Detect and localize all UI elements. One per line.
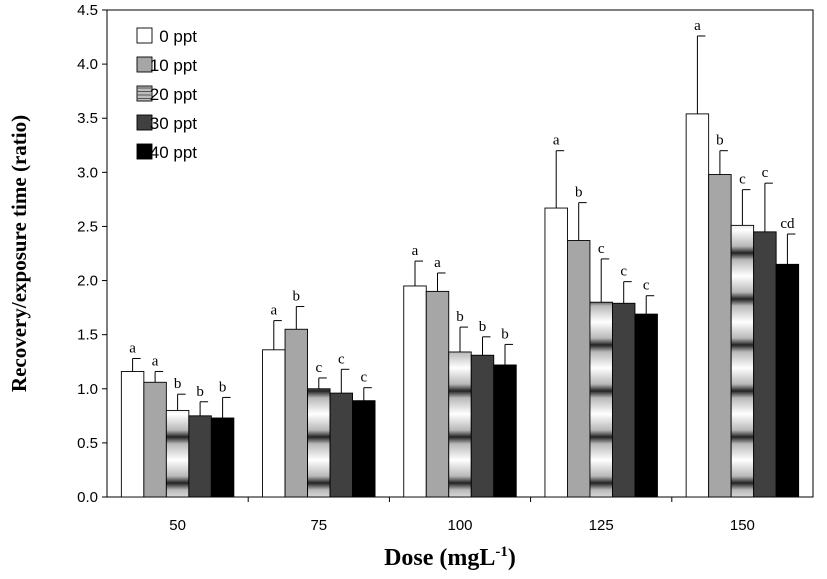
bar: [470, 354, 495, 498]
bar: [775, 263, 800, 498]
y-tick-label: 1.5: [77, 327, 98, 344]
legend-swatch: [136, 114, 153, 131]
x-tick-label: 50: [169, 517, 186, 534]
significance-label: b: [575, 185, 583, 201]
legend-label: 0 ppt: [159, 27, 197, 46]
x-axis: 50 75 100 125 150: [169, 497, 755, 534]
y-tick-label: 4.0: [77, 56, 98, 73]
bar: [403, 285, 427, 498]
bar: [284, 328, 308, 498]
bar: [634, 313, 658, 498]
legend-label: 40 ppt: [150, 143, 198, 162]
bar: [753, 231, 777, 498]
significance-label: cd: [780, 216, 795, 232]
significance-label: c: [762, 165, 769, 181]
bar: [210, 417, 235, 498]
significance-label: a: [152, 353, 159, 369]
legend: 0 ppt 10 ppt 20 ppt 30 ppt 40 ppt: [136, 27, 198, 162]
x-axis-title: Dose (mgL-1): [384, 544, 516, 571]
bar: [165, 409, 190, 498]
significance-label: c: [598, 241, 605, 257]
significance-label: b: [196, 384, 204, 400]
bar: [589, 301, 613, 498]
bar: [685, 113, 710, 498]
significance-label: a: [434, 255, 441, 271]
y-tick-label: 0.5: [77, 435, 98, 452]
significance-label: a: [694, 18, 701, 34]
bar: [143, 381, 167, 498]
significance-label: c: [338, 351, 345, 367]
bar: [425, 290, 450, 498]
y-tick-label: 2.5: [77, 218, 98, 235]
significance-label: a: [412, 243, 419, 259]
legend-swatch: [136, 85, 153, 102]
y-tick-label: 3.5: [77, 110, 98, 127]
significance-label: c: [643, 278, 650, 294]
significance-label: c: [315, 360, 322, 376]
legend-swatch: [136, 27, 153, 44]
legend-label: 20 ppt: [150, 85, 198, 104]
x-tick-label: 125: [589, 517, 614, 534]
significance-label: b: [293, 289, 301, 305]
bar: [730, 224, 755, 498]
significance-label: a: [270, 303, 277, 319]
significance-label: c: [620, 264, 627, 280]
x-tick-label: 100: [447, 517, 472, 534]
significance-label: c: [739, 172, 746, 188]
bar: [544, 207, 568, 498]
bar: [329, 392, 353, 498]
x-tick-label: 150: [730, 517, 755, 534]
legend-swatch: [136, 143, 153, 160]
bar: [493, 364, 517, 498]
bar: [352, 400, 376, 498]
bar: [120, 371, 145, 498]
y-tick-label: 3.0: [77, 164, 98, 181]
bar: [307, 388, 331, 498]
significance-label: b: [479, 319, 487, 335]
y-axis-title: Recovery/exposure time (ratio): [7, 115, 31, 392]
y-tick-label: 0.0: [77, 489, 98, 506]
bar: [448, 351, 472, 498]
legend-swatch: [136, 56, 153, 73]
significance-label: b: [219, 379, 227, 395]
significance-label: b: [501, 326, 509, 342]
bar: [188, 415, 212, 498]
significance-label: a: [553, 133, 560, 149]
significance-label: a: [129, 340, 136, 356]
y-tick-label: 2.0: [77, 273, 98, 290]
significance-label: b: [716, 133, 724, 149]
y-tick-label: 1.0: [77, 381, 98, 398]
legend-label: 30 ppt: [150, 114, 198, 133]
significance-label: b: [174, 376, 182, 392]
legend-label: 10 ppt: [150, 56, 198, 75]
bar: [708, 174, 732, 498]
significance-label: c: [360, 370, 367, 386]
bar: [567, 240, 591, 498]
x-tick-label: 75: [310, 517, 327, 534]
significance-label: b: [456, 309, 464, 325]
y-tick-label: 4.5: [77, 2, 98, 19]
bar: [612, 302, 636, 498]
bar: [262, 349, 286, 498]
